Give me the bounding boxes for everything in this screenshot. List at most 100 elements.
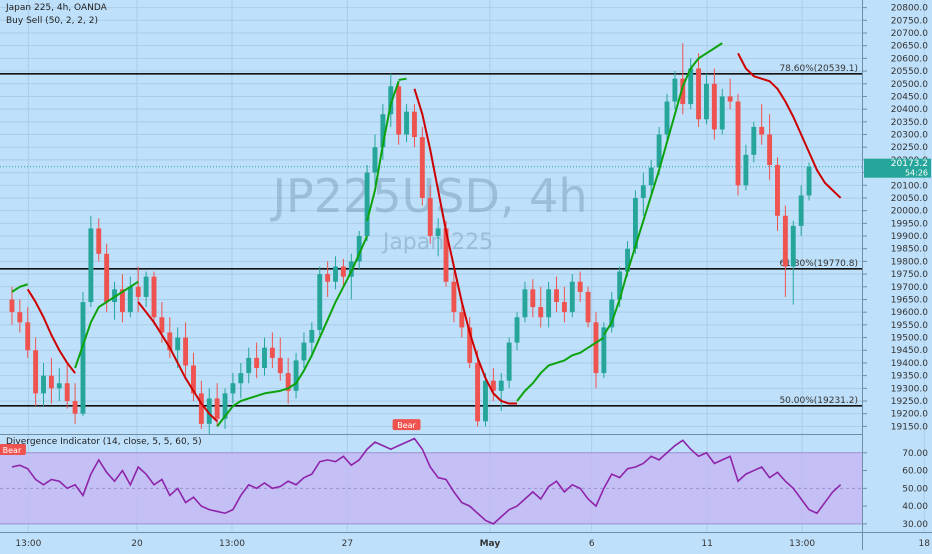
- candle-body: [522, 289, 528, 318]
- candle-body: [183, 337, 189, 366]
- candle-body: [33, 350, 39, 394]
- candle-body: [285, 373, 291, 391]
- candle-body: [443, 228, 449, 282]
- candle-body: [112, 289, 117, 303]
- candle-body: [751, 126, 757, 155]
- time-label: 27: [342, 539, 353, 549]
- price-tick-label: 20450.0: [891, 92, 928, 102]
- price-tick-label: 20050.0: [891, 194, 928, 204]
- candle-body: [790, 225, 796, 267]
- candle-body: [372, 147, 378, 173]
- candle-body: [467, 327, 473, 363]
- price-tick-label: 19150.0: [891, 422, 928, 432]
- price-tick-label: 19700.0: [891, 283, 928, 293]
- candle-body: [593, 322, 599, 374]
- candle-body: [767, 134, 773, 165]
- candle-body: [364, 172, 370, 237]
- candle-body: [704, 83, 709, 120]
- price-tick-label: 20700.0: [891, 29, 928, 39]
- candle-body: [356, 236, 362, 262]
- price-tick-label: 19550.0: [891, 321, 928, 331]
- candle-body: [80, 302, 86, 414]
- candle-body: [601, 327, 607, 374]
- osc-tick-label: 40.00: [902, 502, 928, 512]
- time-label: 13:00: [219, 539, 245, 549]
- price-tick-label: 20800.0: [891, 4, 928, 14]
- trend-line-down: [137, 301, 218, 423]
- candle-body: [48, 375, 54, 389]
- candle-body: [230, 383, 236, 394]
- candle-body: [617, 271, 623, 300]
- osc-tick-label: 30.00: [902, 520, 928, 530]
- candle-body: [206, 398, 212, 424]
- candle-body: [719, 96, 725, 130]
- candle-body: [17, 312, 23, 323]
- candle-body: [135, 286, 141, 297]
- candle-body: [696, 68, 702, 120]
- candle-body: [254, 357, 260, 369]
- candle-body: [806, 166, 812, 196]
- price-tick-label: 19650.0: [891, 295, 928, 305]
- candle-body: [317, 274, 323, 330]
- candle-body: [64, 383, 70, 402]
- candle-body: [459, 312, 465, 328]
- price-tick-label: 19400.0: [891, 359, 928, 369]
- price-tick-label: 20600.0: [891, 54, 928, 64]
- candle-body: [269, 347, 275, 358]
- candle-body: [25, 322, 31, 351]
- candle-body: [577, 281, 583, 292]
- indicator-legend[interactable]: Buy Sell (50, 2, 2, 2): [6, 16, 98, 26]
- candle-body: [222, 393, 228, 419]
- price-tick-label: 19950.0: [891, 219, 928, 229]
- candle-body: [9, 299, 15, 313]
- fib-level-label: 61.80%(19770.8): [779, 259, 858, 269]
- candle-body: [609, 299, 615, 328]
- candle-body: [340, 266, 346, 277]
- time-label: 13:00: [15, 539, 41, 549]
- candle-body: [727, 96, 733, 102]
- time-label: 13:00: [789, 539, 815, 549]
- candle-body: [246, 357, 252, 374]
- bear-signal-badge: [392, 419, 421, 431]
- divergence-legend[interactable]: Divergence Indicator (14, close, 5, 5, 6…: [6, 437, 202, 447]
- price-tick-label: 20000.0: [891, 207, 928, 217]
- candle-body: [119, 289, 125, 313]
- candle-body: [743, 154, 749, 186]
- candle-body: [41, 375, 46, 394]
- candle-body: [419, 137, 425, 198]
- trend-line-up: [366, 80, 400, 222]
- candle-body: [198, 393, 204, 424]
- bear-signal-label: Bear: [397, 421, 416, 430]
- price-tick-label: 20350.0: [891, 118, 928, 128]
- candle-body: [191, 365, 196, 394]
- trend-line-up: [11, 283, 29, 293]
- candle-body: [301, 342, 307, 361]
- price-tick-label: 20250.0: [891, 143, 928, 153]
- osc-tick-label: 50.00: [902, 484, 928, 494]
- candle-body: [569, 281, 575, 313]
- last-price-value: 20173.2: [891, 159, 928, 169]
- price-tick-label: 19500.0: [891, 334, 928, 344]
- candle-body: [104, 253, 110, 303]
- candle-body: [775, 164, 780, 216]
- price-tick-label: 19750.0: [891, 270, 928, 280]
- price-tick-label: 19600.0: [891, 308, 928, 318]
- candle-body: [404, 111, 410, 135]
- candle-body: [88, 228, 94, 303]
- candle-body: [530, 289, 536, 308]
- trend-line-up: [603, 42, 723, 336]
- candle-body: [159, 317, 165, 333]
- candle-body: [664, 101, 670, 135]
- price-tick-label: 20650.0: [891, 42, 928, 52]
- trend-line-up: [516, 336, 605, 402]
- price-tick-label: 19200.0: [891, 410, 928, 420]
- trend-line-down: [26, 288, 76, 374]
- price-tick-label: 19800.0: [891, 257, 928, 267]
- candle-body: [585, 291, 591, 323]
- osc-tick-label: 60.00: [902, 467, 928, 477]
- candle-body: [711, 83, 717, 130]
- candle-body: [451, 281, 457, 313]
- candle-body: [175, 337, 181, 351]
